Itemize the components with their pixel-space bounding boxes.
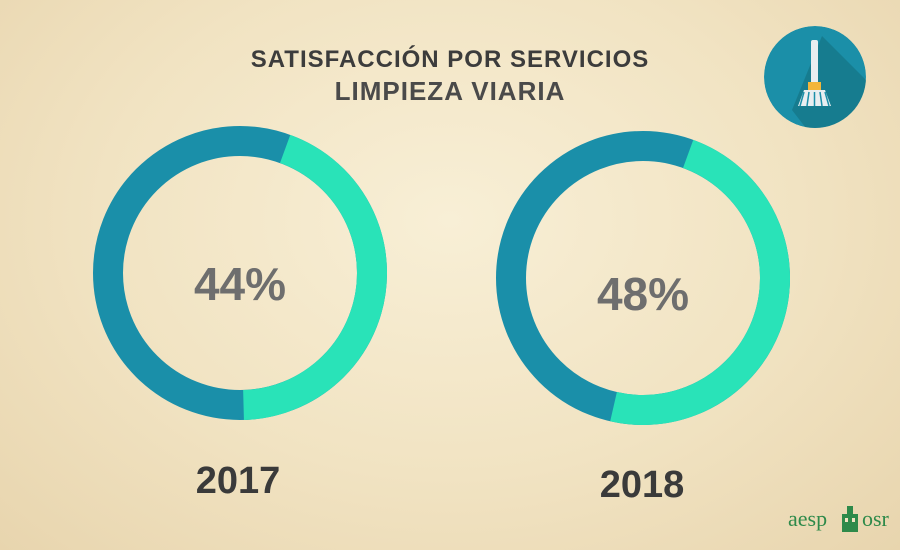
logo-text-right: osr	[862, 506, 889, 531]
donut-percent-label: 44%	[194, 258, 286, 310]
aesp-osr-logo: aesp osr	[788, 500, 900, 540]
donut-value-slice	[93, 126, 387, 420]
broom-badge	[764, 26, 866, 128]
logo-text-left: aesp	[788, 506, 828, 531]
chart-subtitle: LIMPIEZA VIARIA	[334, 76, 566, 106]
broom-icon	[764, 26, 866, 128]
donut-value-slice	[496, 131, 790, 425]
donut-svg-2017: 44%	[93, 126, 387, 420]
donut-svg-2018: 48%	[496, 131, 790, 425]
year-label-2017: 2017	[195, 460, 281, 502]
donut-chart-2018: 48%	[496, 131, 790, 425]
donut-chart-2017: 44%	[93, 126, 387, 420]
year-label-2018: 2018	[599, 464, 685, 506]
donut-percent-label: 48%	[597, 268, 689, 320]
building-icon	[842, 506, 858, 532]
chart-title: SATISFACCIÓN POR SERVICIOS	[250, 46, 650, 73]
